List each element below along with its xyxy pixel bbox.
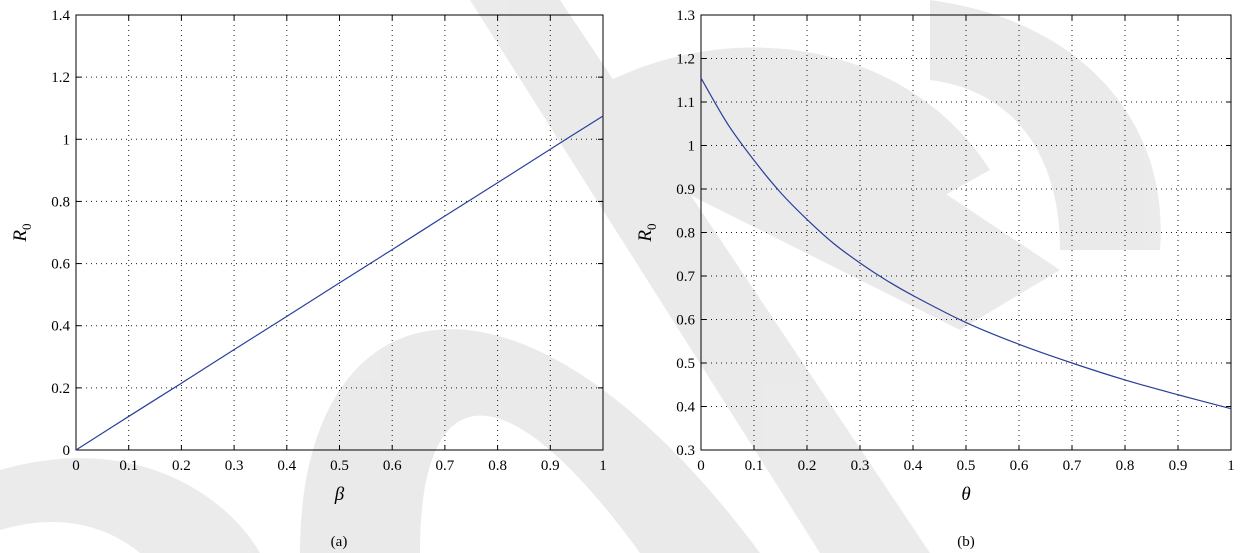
x-tick-label: 0.3 xyxy=(851,458,870,474)
y-tick-label: 1 xyxy=(688,139,696,155)
y-tick-label: 1.2 xyxy=(676,52,695,68)
y-tick-label: 0.9 xyxy=(676,182,695,198)
x-tick-label: 0.5 xyxy=(957,458,976,474)
y-tick-label: 0.3 xyxy=(676,443,695,459)
x-tick-label: 0.7 xyxy=(1063,458,1082,474)
y-tick-label: 0.4 xyxy=(676,400,695,416)
y-tick-label: 0.5 xyxy=(676,356,695,372)
chart-panel-b: 0 0.1 0.2 0.3 0.4 0.5 0.6 0.7 0.8 0.9 1 0.3 0.4 0.5 0.… xyxy=(635,8,1235,550)
x-tick-label: 0.7 xyxy=(436,458,455,474)
y-tick-label: 0.6 xyxy=(51,257,70,273)
y-axis-label-base: R xyxy=(10,230,31,243)
y-tick-label: 0.4 xyxy=(51,319,70,335)
x-tick-label: 0.1 xyxy=(745,458,764,474)
x-tick-label: 0.9 xyxy=(541,458,560,474)
x-tick-label: 0.4 xyxy=(904,458,923,474)
y-tick-label: 0.8 xyxy=(676,226,695,242)
watermark xyxy=(0,0,1161,553)
y-tick-label: 0 xyxy=(63,443,71,459)
x-tick-label: 0.8 xyxy=(1116,458,1135,474)
x-tick-label: 0 xyxy=(72,458,80,474)
y-tick-label: 1.2 xyxy=(51,70,70,86)
x-tick-label: 0.3 xyxy=(225,458,244,474)
series-line xyxy=(75,115,604,451)
x-tick-label: 0.6 xyxy=(1010,458,1029,474)
x-tick-label: 0.5 xyxy=(330,458,349,474)
y-tick-label: 1.3 xyxy=(676,8,695,24)
y-axis-label: R0 xyxy=(10,223,34,242)
y-axis-label-base: R xyxy=(635,230,656,243)
x-tick-label: 0.6 xyxy=(383,458,402,474)
x-tick-label: 0.1 xyxy=(119,458,138,474)
x-tick-label: 1 xyxy=(1227,458,1235,474)
x-tick-label: 0.8 xyxy=(488,458,507,474)
y-axis-label-subscript: 0 xyxy=(19,223,34,230)
x-tick-label: 0.2 xyxy=(798,458,817,474)
y-tick-label: 0.2 xyxy=(51,381,70,397)
x-tick-label: 0.4 xyxy=(277,458,296,474)
y-tick-label: 1.4 xyxy=(51,8,70,24)
y-tick-label: 0.8 xyxy=(51,194,70,210)
y-axis-label: R0 xyxy=(635,223,659,242)
y-tick-label: 0.7 xyxy=(676,269,695,285)
x-tick-label: 0.9 xyxy=(1169,458,1188,474)
x-tick-label: 1 xyxy=(599,458,607,474)
series-line xyxy=(700,77,1232,410)
x-axis-label: θ xyxy=(961,484,970,505)
panel-caption: (b) xyxy=(957,534,975,550)
y-tick-label: 1 xyxy=(63,132,71,148)
x-axis-label: β xyxy=(334,484,345,505)
x-tick-label: 0.2 xyxy=(172,458,191,474)
x-tick-label: 0 xyxy=(697,458,705,474)
y-tick-label: 0.6 xyxy=(676,313,695,329)
y-axis-label-subscript: 0 xyxy=(644,223,659,230)
panel-caption: (a) xyxy=(331,534,348,550)
chart-panel-a: 0 0.1 0.2 0.3 0.4 0.5 0.6 0.7 0.8 0.9 1 0 0.2 0.4 0.6 0… xyxy=(10,8,607,550)
y-tick-label: 1.1 xyxy=(676,95,695,111)
